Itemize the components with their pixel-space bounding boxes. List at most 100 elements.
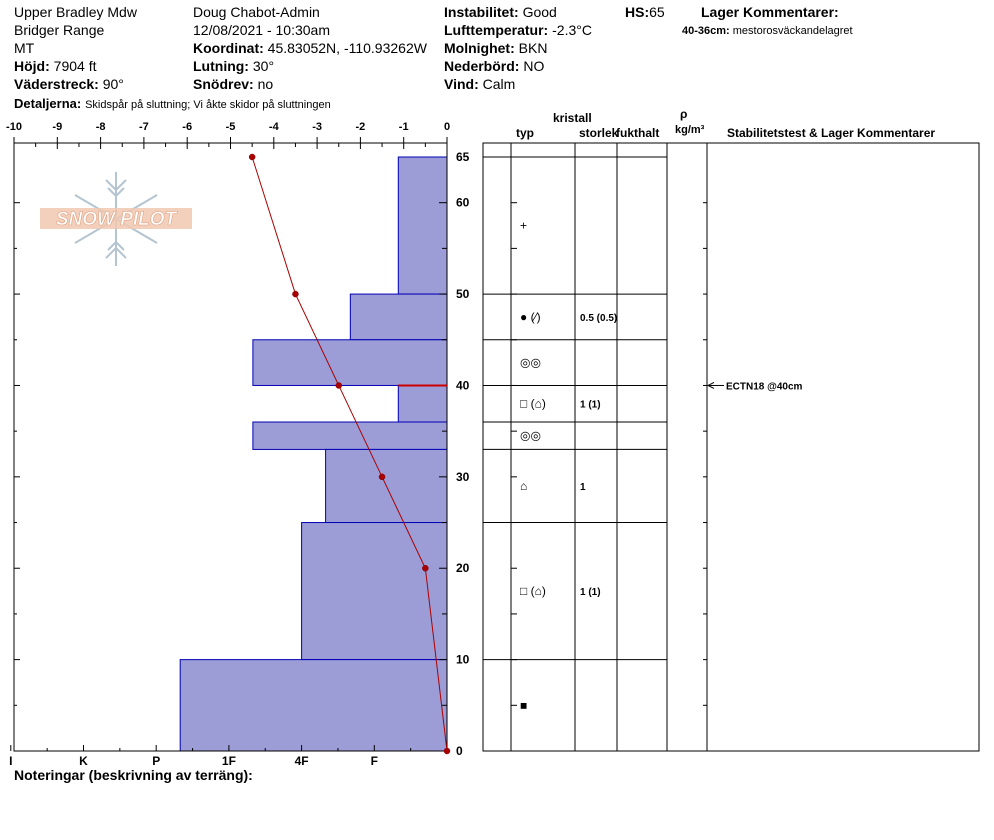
hardness-tick-label-3: 1F	[222, 754, 236, 768]
notes-label: Noteringar (beskrivning av terräng):	[14, 767, 253, 783]
stability-label: Instabilitet:	[444, 4, 519, 20]
wind-loading-value: no	[257, 76, 274, 92]
wind-value: Calm	[482, 76, 516, 92]
observer: Doug Chabot-Admin	[193, 4, 320, 20]
layer-comments-label: Lager Kommentarer:	[701, 4, 839, 20]
hardness-tick-label-0: I	[9, 754, 12, 768]
crystal-type-5: ⌂	[520, 479, 527, 493]
hardness-bar-0	[397, 156, 448, 295]
snow-height: HS:65	[625, 4, 665, 20]
test-arrow-head	[706, 382, 715, 389]
wind-loading-label: Snödrev:	[193, 76, 254, 92]
hardness-tick-label-4: 4F	[295, 754, 309, 768]
hardness-tick-label-2: P	[152, 754, 160, 768]
layer-comment-depth: 40-36cm:	[682, 25, 730, 37]
stability-value: Good	[522, 4, 557, 20]
aspect-label: Väderstreck:	[14, 76, 99, 92]
aspect: Väderstreck: 90°	[14, 76, 124, 92]
hs-value: 65	[649, 4, 665, 20]
hardness-tick-label-5: F	[371, 754, 378, 768]
table-frame	[482, 142, 980, 752]
details: Detaljerna: Skidspår på sluttning; Vi åk…	[14, 95, 331, 112]
hardness-bar-2	[252, 339, 448, 386]
hardness-tick-label-1: K	[79, 754, 88, 768]
rho-header: ρ	[680, 107, 688, 121]
temp-tick-label-10: 0	[444, 121, 450, 133]
temperature-point-3	[378, 473, 386, 481]
crystal-size-1: 0.5 (0.5)	[580, 313, 617, 324]
state: MT	[14, 40, 35, 56]
temp-tick-label-0: -10	[6, 121, 22, 133]
depth-tick-label-7: 65	[456, 150, 470, 164]
depth-tick-label-6: 60	[456, 196, 470, 210]
depth-tick-label-4: 40	[456, 378, 470, 392]
precipitation: Nederbörd: NO	[444, 58, 544, 74]
hs-label: HS:	[625, 4, 650, 20]
hardness-bar-4	[252, 421, 448, 450]
temperature-point-4	[422, 564, 429, 572]
coord-label: Koordinat:	[193, 40, 264, 56]
crystal-type-0: +	[520, 219, 527, 233]
stability: Instabilitet: Good	[444, 4, 557, 20]
slope-value: 30°	[252, 58, 275, 74]
crystal-type-3: □ (⌂)	[520, 397, 546, 411]
crystal-header: kristall	[553, 111, 592, 125]
location-name: Upper Bradley Mdw	[14, 4, 137, 20]
density-unit-header: kg/m³	[675, 124, 705, 136]
elevation: Höjd: 7904 ft	[14, 58, 96, 74]
sky-label: Molnighet:	[444, 40, 515, 56]
hardness-bar-1	[349, 293, 448, 341]
date-time: 12/08/2021 - 10:30am	[193, 22, 330, 38]
wind-loading: Snödrev: no	[193, 76, 273, 92]
crystal-size-3: 1 (1)	[580, 400, 601, 411]
aspect-value: 90°	[102, 76, 124, 92]
precip-value: NO	[523, 58, 545, 74]
details-label: Detaljerna:	[14, 96, 82, 111]
moisture-header: fukthalt	[616, 126, 660, 140]
temperature-point-0	[248, 153, 256, 161]
temp-tick-label-2: -8	[96, 121, 106, 133]
test-result-text: ECTN18 @40cm	[726, 381, 803, 392]
depth-tick-label-3: 30	[456, 470, 470, 484]
temp-tick-label-6: -4	[269, 121, 280, 133]
depth-tick-label-1: 10	[456, 653, 470, 667]
depth-tick-label-0: 0	[456, 744, 463, 758]
elevation-label: Höjd:	[14, 58, 50, 74]
hardness-bar-6	[301, 522, 448, 661]
temp-tick-label-9: -1	[399, 121, 409, 133]
crystal-type-4: ◎◎	[520, 429, 541, 443]
temp-tick-label-3: -7	[139, 121, 149, 133]
temp-tick-label-1: -9	[52, 121, 62, 133]
wind-label: Vind:	[444, 76, 479, 92]
temperature-point-1	[292, 290, 299, 298]
temp-tick-label-4: -6	[182, 121, 192, 133]
snow-pilot-logo: SNOW PILOT	[40, 172, 192, 266]
details-value: Skidspår på sluttning; Vi åkte skidor på…	[85, 99, 331, 111]
crystal-type-2: ◎◎	[520, 356, 541, 370]
temperature-point-2	[335, 382, 342, 389]
hardness-bar-7	[179, 659, 448, 752]
temp-tick-label-8: -2	[356, 121, 366, 133]
coordinates: Koordinat: 45.83052N, -110.93262W	[193, 40, 427, 56]
crystal-type-6: □ (⌂)	[520, 584, 546, 598]
sky-cover: Molnighet: BKN	[444, 40, 547, 56]
airtemp-value: -2.3°C	[552, 22, 592, 38]
tests-header: Stabilitetstest & Lager Kommentarer	[727, 126, 936, 140]
temperature-line	[251, 156, 448, 752]
slope-angle: Lutning: 30°	[193, 58, 274, 74]
wind: Vind: Calm	[444, 76, 515, 92]
crystal-type-1: ● (⁄)	[520, 310, 541, 324]
crystal-size-6: 1 (1)	[580, 587, 601, 598]
crystal-type-7: ■	[520, 698, 527, 712]
type-header: typ	[516, 126, 534, 140]
size-header: storlek	[579, 126, 619, 140]
logo-text: SNOW PILOT	[56, 209, 178, 230]
crystal-size-5: 1	[580, 482, 586, 493]
precip-label: Nederbörd:	[444, 58, 520, 74]
slope-label: Lutning:	[193, 58, 249, 74]
air-temperature: Lufttemperatur: -2.3°C	[444, 22, 592, 38]
coord-value: 45.83052N, -110.93262W	[267, 40, 427, 56]
temp-tick-label-7: -3	[312, 121, 322, 133]
layer-comment: 40-36cm: mestorosväckandelagret	[682, 25, 853, 38]
